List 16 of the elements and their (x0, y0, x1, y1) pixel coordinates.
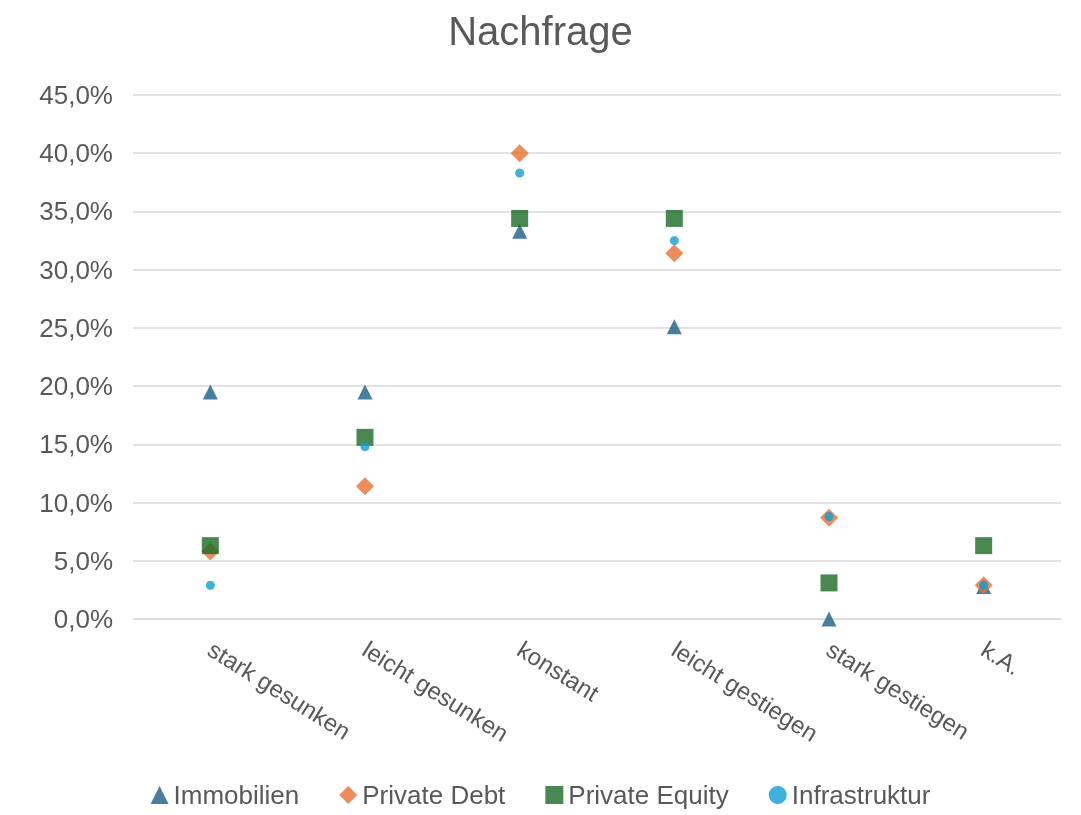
y-tick-label: 15,0% (39, 429, 113, 460)
chart-title: Nachfrage (448, 9, 633, 53)
y-tick-label: 5,0% (53, 545, 113, 576)
y-tick-label: 30,0% (39, 254, 113, 285)
legend-label: Immobilien (173, 780, 300, 810)
legend-label: Private Debt (362, 780, 507, 810)
y-tick-label: 20,0% (39, 371, 113, 402)
y-tick-label: 0,0% (53, 604, 113, 634)
x-tick-label: k.A. (976, 635, 1026, 681)
y-tick-label: 35,0% (39, 196, 113, 227)
legend-label: Private Equity (568, 780, 729, 810)
y-tick-label: 25,0% (39, 312, 113, 343)
y-tick-label: 40,0% (39, 138, 113, 169)
legend-label: Infrastruktur (791, 780, 931, 810)
y-tick-label: 45,0% (39, 80, 113, 110)
y-tick-label: 10,0% (39, 487, 113, 518)
